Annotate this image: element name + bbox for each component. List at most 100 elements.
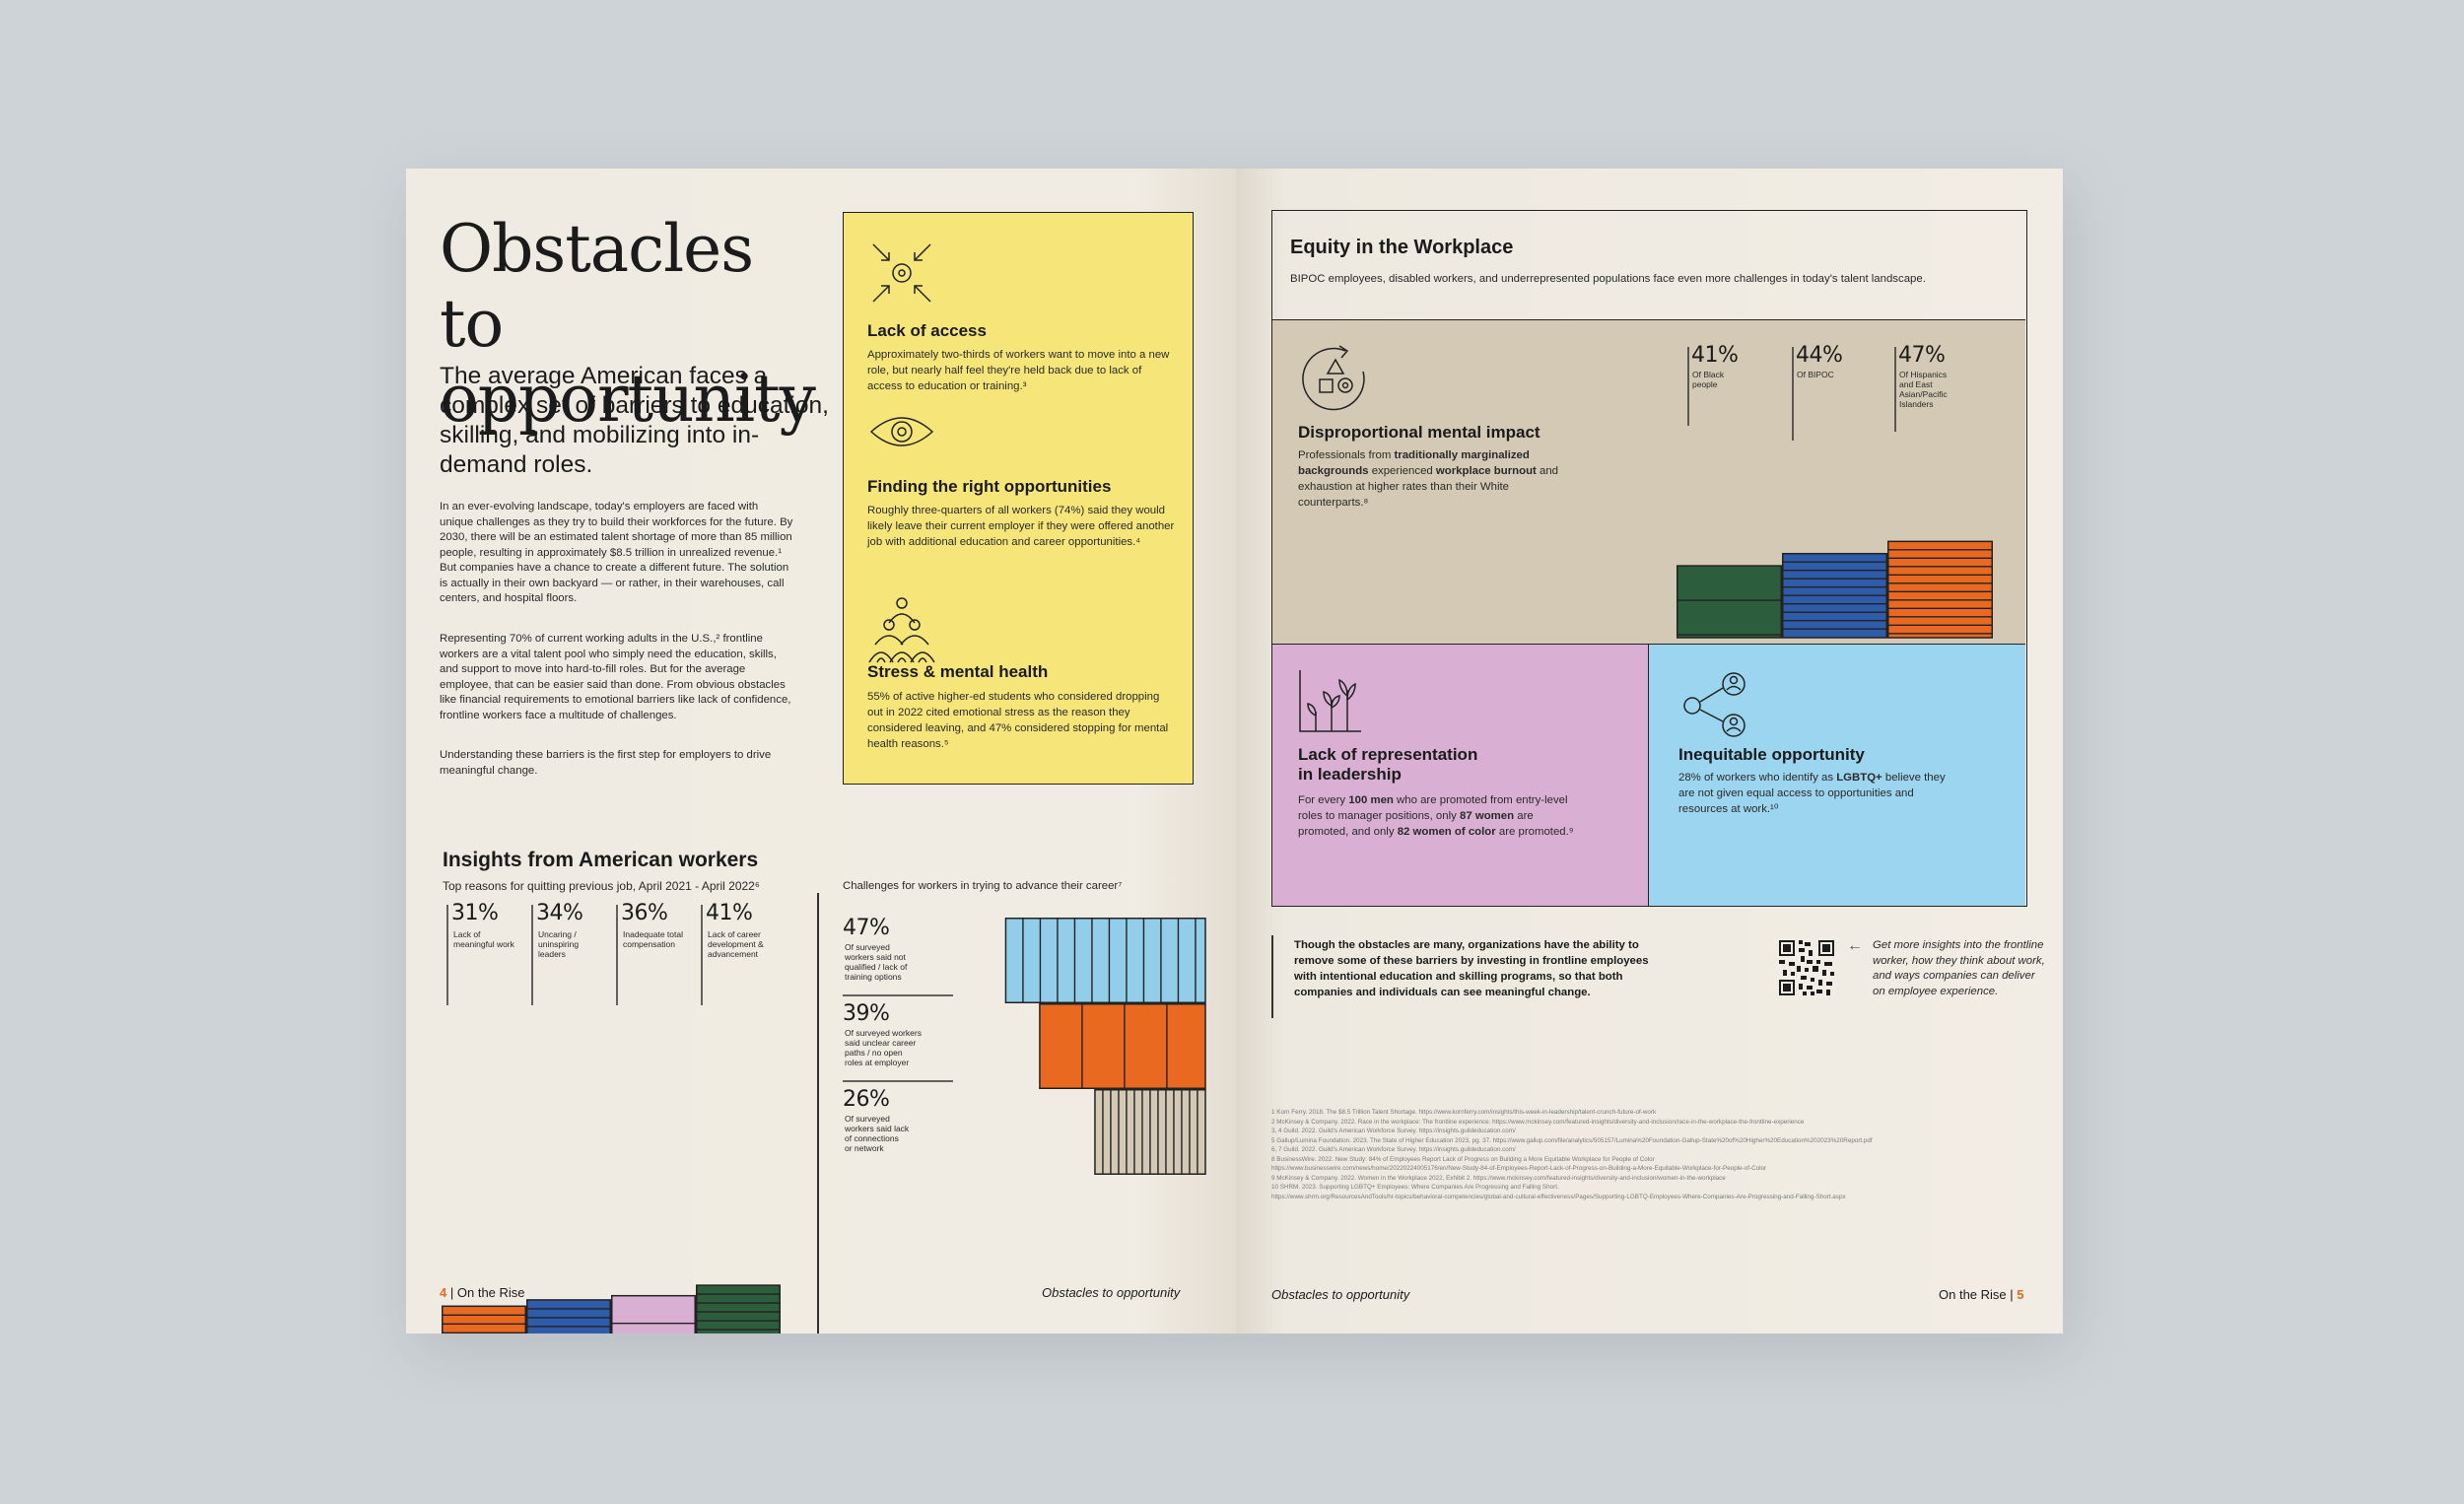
quit-value-label: 41%: [706, 901, 753, 925]
leadership-bold-3: 82 women of color: [1397, 826, 1496, 838]
barrier-text-opportunities: Roughly three-quarters of all workers (7…: [867, 505, 1175, 548]
mental-category-label-line: Of Hispanics: [1899, 370, 1948, 379]
footnote-line: 6, 7 Guild. 2022. Guild's American Workf…: [1271, 1146, 1516, 1153]
quit-bar: [526, 1299, 611, 1333]
mental-category-label-line: Islanders: [1899, 399, 1934, 409]
quit-value-label: 31%: [451, 901, 499, 925]
quit-bar: [611, 1294, 696, 1333]
inequitable-heading: Inequitable opportunity: [1678, 745, 1865, 764]
mental-category-label-line: and East: [1899, 379, 1933, 389]
left-footer-publication: On the Rise: [456, 1285, 525, 1300]
inequitable-text-2: believe they are not given equal access …: [1678, 772, 1946, 815]
footnotes: 1 Korn Ferry. 2018. The $8.5 Trillion Ta…: [1271, 1108, 2040, 1201]
mental-category-label-line: Of Black: [1692, 370, 1725, 379]
leadership-text-2: who are promoted from entry-level roles …: [1298, 794, 1568, 822]
mental-chart-svg: [1677, 347, 1993, 639]
quit-category-label-line: Lack of career: [708, 929, 761, 939]
footnote-line: 9 McKinsey & Company. 2022. Women in the…: [1271, 1174, 1726, 1182]
mental-bar: [1677, 565, 1782, 639]
quit-bar: [442, 1305, 526, 1333]
mental-value-label: 44%: [1796, 343, 1843, 368]
quit-category-label-line: Inadequate total: [623, 929, 683, 939]
quit-value-label: 36%: [621, 901, 668, 925]
career-chart-svg: [843, 918, 1206, 1175]
equity-title: Equity in the Workplace: [1290, 237, 1514, 258]
qr-code-icon[interactable]: [1777, 938, 1836, 997]
career-category-label-line: or network: [845, 1143, 884, 1153]
left-page-number: 4: [440, 1285, 447, 1300]
mental-text-bold-1: traditionally marginalized backgrounds: [1298, 449, 1530, 477]
quit-value-label: 34%: [536, 901, 583, 925]
footnote-line: 3, 4 Guild. 2022. Guild's American Workf…: [1271, 1128, 1516, 1134]
plants-growth-icon: [1299, 670, 1361, 732]
leadership-bold-1: 100 men: [1348, 794, 1394, 806]
quit-chart-subtitle: Top reasons for quitting previous job, A…: [443, 879, 760, 893]
quit-category-label-line: Uncaring /: [538, 929, 577, 939]
footnote-line: 2 McKinsey & Company. 2022. Race in the …: [1271, 1118, 1805, 1126]
leadership-text-1: For every: [1298, 794, 1349, 806]
quit-category-label: Lack of meaningful work: [453, 929, 532, 949]
mental-category-label: Of Black people: [1692, 370, 1751, 389]
mental-text-mid: experienced: [1368, 465, 1436, 477]
mental-category-label: Of BIPOC: [1797, 370, 1856, 379]
people-stack-icon: [868, 597, 935, 663]
lede-text: The average American faces a complex set…: [440, 363, 829, 478]
leadership-bold-2: 87 women: [1460, 810, 1515, 822]
mental-bar: [1887, 540, 1993, 639]
mental-impact-panel: Disproportional mental impact Profession…: [1272, 319, 2025, 645]
career-value-label: 26%: [843, 1087, 890, 1112]
mental-category-label: Of Hispanics and East Asian/Pacific Islande…: [1899, 370, 1958, 409]
barriers-card: Lack of access Approximately two-thirds …: [843, 212, 1194, 785]
career-bar: [1004, 918, 1206, 1003]
footnote-line: 5 Gallup/Lumina Foundation. 2023. The St…: [1271, 1136, 1873, 1144]
mental-text-bold-2: workplace burnout: [1435, 465, 1537, 477]
mental-category-label-line: Of BIPOC: [1797, 370, 1834, 379]
mental-text-post: and exhaustion at higher rates than thei…: [1298, 465, 1558, 509]
closing-rule: [1271, 935, 1273, 1018]
quit-category-label-line: advancement: [708, 949, 759, 959]
mental-value-label: 41%: [1691, 343, 1739, 368]
barrier-text-stress: 55% of active higher-ed students who con…: [867, 691, 1169, 750]
quit-category-label-line: Lack of: [453, 929, 481, 939]
quit-category-label-line: compensation: [623, 939, 675, 949]
barrier-heading-access: Lack of access: [867, 321, 987, 340]
shapes-cycle-icon: [1302, 345, 1365, 411]
barrier-heading-stress: Stress & mental health: [867, 662, 1049, 681]
career-category-label-line: workers said not: [845, 952, 906, 962]
right-page-number: 5: [2017, 1287, 2024, 1302]
career-category-label-line: paths / no open: [845, 1048, 903, 1058]
career-category-label-line: said unclear career: [845, 1038, 917, 1048]
barrier-heading-opportunities: Finding the right opportunities: [867, 477, 1112, 496]
left-footer-page: 4 | On the Rise: [440, 1285, 525, 1300]
leadership-heading: Lack of representation in leadership: [1298, 745, 1477, 785]
footnote-line: https://www.businesswire.com/news/home/2…: [1271, 1165, 1767, 1172]
insights-title: Insights from American workers: [443, 849, 759, 871]
footnote-line: https://www.shrm.org/ResourcesAndTools/h…: [1271, 1193, 1846, 1200]
quit-category-label-line: development &: [708, 939, 764, 949]
arrow-left-icon: ←: [1847, 937, 1863, 954]
career-challenges-chart: 47% Of surveyed workers said not qualified …: [843, 916, 1207, 1333]
inequitable-bold-1: LGBTQ+: [1836, 772, 1882, 784]
equity-subtitle: BIPOC employees, disabled workers, and u…: [1290, 273, 1926, 285]
arrows-converge-icon: [872, 243, 931, 303]
inequitable-panel: Inequitable opportunity 28% of workers w…: [1649, 645, 2025, 906]
right-footer-page: On the Rise | 5: [1939, 1287, 2024, 1302]
career-category-label-line: training options: [845, 972, 902, 982]
page-title: Obstacles to opportunity: [440, 211, 816, 437]
career-bar: [1039, 1003, 1206, 1089]
career-category-label: Of surveyed workers said lack of connectio…: [845, 1114, 953, 1153]
career-value-label: 47%: [843, 916, 890, 940]
career-value-label: 39%: [843, 1001, 890, 1026]
career-category-label: Of surveyed workers said not qualified / l…: [845, 942, 953, 982]
right-footer-separator: |: [2010, 1287, 2014, 1302]
leadership-heading-line-1: Lack of representation: [1298, 745, 1478, 764]
body-paragraph-1: In an ever-evolving landscape, today's e…: [440, 501, 793, 604]
career-category-label-line: Of surveyed workers: [845, 1028, 922, 1038]
chart-divider: [817, 893, 819, 1333]
mental-value-label: 47%: [1898, 343, 1946, 368]
quit-chart-svg: [442, 905, 781, 1333]
eye-icon: [869, 417, 934, 446]
leadership-heading-line-2: in leadership: [1298, 765, 1402, 784]
footnote-line: 1 Korn Ferry. 2018. The $8.5 Trillion Ta…: [1271, 1109, 1657, 1116]
left-footer-section: Obstacles to opportunity: [1042, 1285, 1181, 1300]
